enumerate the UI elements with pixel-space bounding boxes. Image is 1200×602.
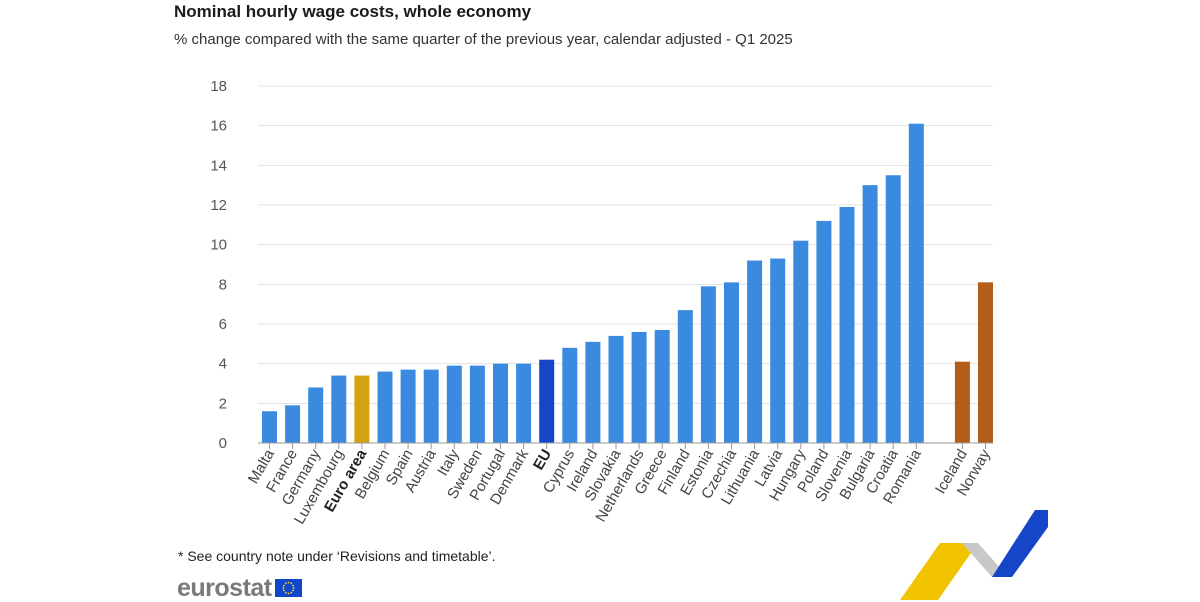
decorative-ribbon [900,510,1048,600]
bar-austria[interactable] [423,369,439,443]
y-tick-label: 0 [219,435,227,452]
bar-ireland[interactable] [585,341,601,443]
x-axis [258,442,993,449]
bar-malta[interactable] [262,411,277,443]
chart-title: Nominal hourly wage costs, whole economy [174,2,532,21]
bar-italy[interactable] [446,365,462,443]
eurostat-logo[interactable]: eurostat [177,575,302,601]
y-tick-label: 2 [219,395,227,412]
bar-norway[interactable] [978,282,993,443]
bar-euro-area[interactable] [354,375,370,443]
bar-finland[interactable] [677,310,693,443]
bar-germany[interactable] [308,387,324,443]
bar-bulgaria[interactable] [862,185,878,443]
bar-latvia[interactable] [770,258,786,443]
y-tick-label: 10 [210,237,227,254]
bar-portugal[interactable] [493,363,508,443]
chart-subtitle: % change compared with the same quarter … [174,31,793,48]
bar-slovenia[interactable] [839,206,855,443]
bar-slovakia[interactable] [608,335,624,443]
y-axis-ticks: 0 2 4 6 8 10 12 14 16 18 [210,78,227,452]
bar-sweden[interactable] [469,365,485,443]
y-tick-label: 12 [210,197,227,214]
bar-france[interactable] [285,405,301,443]
bar-denmark[interactable] [516,363,532,443]
y-tick-label: 6 [219,316,227,333]
yellow-ribbon [900,543,978,600]
y-tick-label: 8 [219,276,227,293]
footnote: * See country note under ‘Revisions and … [178,548,496,564]
eu-flag-icon [274,579,302,597]
logo-text: eurostat [177,574,272,602]
bar-netherlands[interactable] [631,331,647,443]
gridlines [258,85,993,404]
bar-hungary[interactable] [793,240,809,443]
bar-croatia[interactable] [885,175,901,443]
bar-czechia[interactable] [724,282,739,443]
y-tick-label: 4 [219,356,227,373]
bar-greece[interactable] [654,329,670,443]
bar-belgium[interactable] [377,371,393,443]
bar-cyprus[interactable] [562,347,578,443]
grey-ribbon [962,543,1008,577]
y-tick-label: 18 [210,78,227,95]
y-tick-label: 14 [210,157,227,174]
bars [262,123,993,443]
bar-luxembourg[interactable] [331,375,347,443]
y-tick-label: 16 [210,118,227,135]
bar-lithuania[interactable] [747,260,763,443]
bar-poland[interactable] [816,220,832,443]
bar-iceland[interactable] [954,361,970,443]
blue-ribbon [992,510,1048,577]
bar-estonia[interactable] [700,286,716,443]
bar-eu[interactable] [539,359,555,443]
bar-spain[interactable] [400,369,416,443]
bar-romania[interactable] [908,123,924,443]
